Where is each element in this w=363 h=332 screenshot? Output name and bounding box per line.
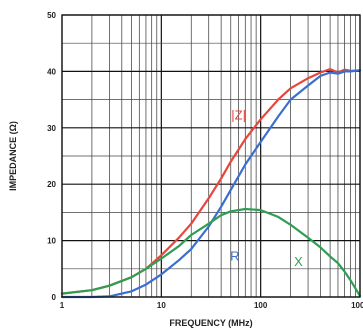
series-line-x [60, 207, 362, 297]
x-tick-label: 10 [157, 301, 166, 310]
y-axis-title: IMPEDANCE (Ω) [8, 121, 18, 191]
y-tick-label: 20 [47, 180, 56, 189]
series-label-z: |Z| [231, 107, 246, 122]
series-label-r: R [230, 248, 239, 263]
y-tick-label: 40 [47, 67, 56, 76]
x-tick-label: 1 [60, 301, 65, 310]
plot-frame [61, 14, 361, 298]
y-tick-label: 30 [47, 124, 56, 133]
series-label-x: X [294, 254, 303, 269]
y-tick-label: 10 [47, 237, 56, 246]
x-axis-title: FREQUENCY (MHz) [169, 318, 252, 328]
y-tick-label: 50 [47, 11, 56, 20]
y-tick-label: 0 [52, 293, 57, 302]
curve-labels: |Z| R X [230, 107, 303, 269]
x-tick-label: 100 [254, 301, 268, 310]
curves [60, 67, 362, 299]
series-line-r [60, 69, 362, 299]
